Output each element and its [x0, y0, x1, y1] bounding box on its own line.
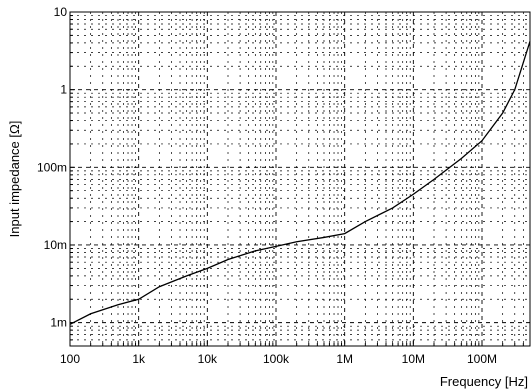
- x-tick-label: 10k: [198, 352, 218, 366]
- x-tick-label: 1k: [132, 352, 146, 366]
- x-tick-label: 1M: [336, 352, 353, 366]
- y-tick-label: 100m: [37, 160, 67, 174]
- x-tick-label: 100: [60, 352, 80, 366]
- y-tick-label: 10m: [44, 238, 67, 252]
- y-tick-label: 10: [54, 5, 68, 19]
- x-tick-labels: 100 1k 10k 100k 1M 10M 100M: [60, 352, 497, 366]
- x-axis-title: Frequency [Hz]: [440, 374, 528, 389]
- y-axis-title: Input impedance [Ω]: [7, 121, 22, 238]
- grid-lines: [70, 12, 530, 346]
- x-tick-label: 100M: [467, 352, 497, 366]
- impedance-curve: [69, 41, 531, 325]
- x-tick-label: 10M: [402, 352, 425, 366]
- y-tick-label: 1m: [50, 316, 67, 330]
- plot-frame: [69, 11, 531, 347]
- y-tick-label: 1: [60, 83, 67, 97]
- x-tick-label: 100k: [263, 352, 290, 366]
- y-tick-labels: 1m 10m 100m 1 10: [37, 5, 67, 330]
